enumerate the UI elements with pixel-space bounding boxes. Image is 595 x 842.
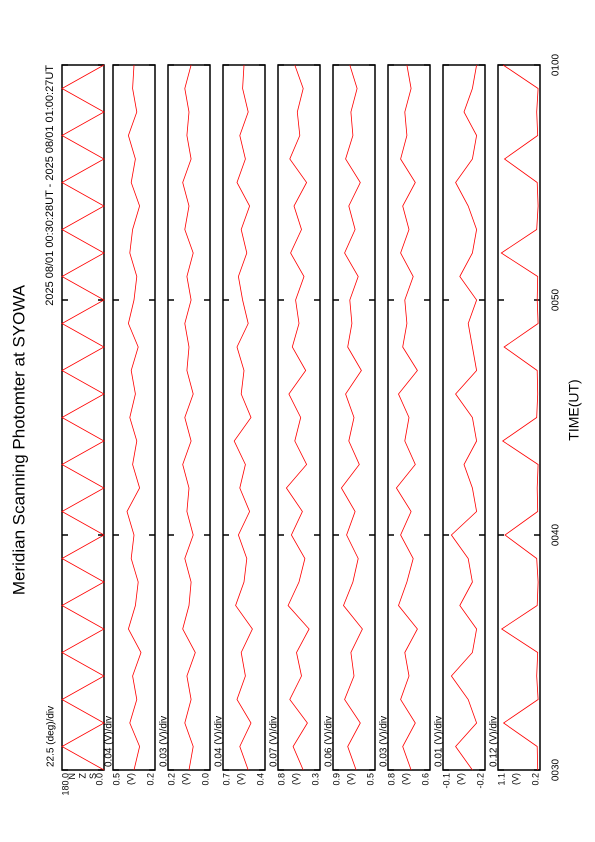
y-tick-label: 0.8 bbox=[276, 773, 286, 786]
panel-frame bbox=[277, 64, 321, 771]
y-tick-label: -0.1 bbox=[441, 773, 451, 789]
scale-label: 0.04 (V)/div bbox=[104, 716, 115, 767]
x-tick-label: 0050 bbox=[551, 288, 562, 311]
y-tick-label: 0.0 bbox=[94, 773, 104, 786]
data-line bbox=[340, 64, 363, 771]
x-tick-label: 0040 bbox=[551, 523, 562, 546]
y-tick-label: 0.4 bbox=[255, 773, 265, 786]
panel-frame bbox=[222, 64, 266, 771]
y-tick-label: 180.0 bbox=[60, 773, 70, 796]
side-label: (V) bbox=[455, 773, 465, 785]
side-label: (V) bbox=[400, 773, 410, 785]
data-line bbox=[395, 64, 418, 771]
y-tick-label: 0.2 bbox=[530, 773, 540, 786]
scale-label: 0.07 (V)/div bbox=[269, 716, 280, 767]
scale-label: 0.03 (V)/div bbox=[379, 716, 390, 767]
scale-label: 0.04 (V)/div bbox=[214, 716, 225, 767]
y-tick-label: 1.1 bbox=[496, 773, 506, 786]
scale-label: 22.5 (deg)/div bbox=[46, 706, 57, 767]
data-line bbox=[500, 64, 539, 771]
data-line bbox=[233, 64, 253, 771]
x-axis-label: TIME(UT) bbox=[566, 379, 582, 440]
scale-label: 0.12 (V)/div bbox=[489, 716, 500, 767]
data-line bbox=[61, 64, 105, 771]
y-tick-label: 0.2 bbox=[145, 773, 155, 786]
y-tick-label: 0.5 bbox=[111, 773, 121, 786]
scale-label: 0.06 (V)/div bbox=[324, 716, 335, 767]
data-line bbox=[182, 64, 196, 771]
data-line bbox=[450, 64, 478, 771]
y-tick-label: 0.6 bbox=[420, 773, 430, 786]
y-tick-label: 0.7 bbox=[221, 773, 231, 786]
subtitle: 2025 08/01 00:30:28UT - 2025 08/01 01:00… bbox=[44, 65, 56, 306]
side-label: S bbox=[88, 773, 98, 779]
y-tick-label: 0.9 bbox=[331, 773, 341, 786]
panel-frame bbox=[167, 64, 211, 771]
data-line bbox=[285, 64, 310, 771]
x-tick-label: 0030 bbox=[551, 758, 562, 781]
side-label: (V) bbox=[125, 773, 135, 785]
y-tick-label: 0.5 bbox=[365, 773, 375, 786]
panel-frame bbox=[442, 64, 486, 771]
side-label: Z bbox=[77, 773, 87, 779]
side-label: (V) bbox=[345, 773, 355, 785]
panel-frame bbox=[112, 64, 156, 771]
rotated-plot: Meridian Scanning Photomter at SYOWA 202… bbox=[9, 53, 581, 795]
side-label: (V) bbox=[180, 773, 190, 785]
y-tick-label: 0.2 bbox=[166, 773, 176, 786]
y-tick-label: 0.0 bbox=[200, 773, 210, 786]
chart-title: Meridian Scanning Photomter at SYOWA bbox=[9, 284, 28, 595]
data-line bbox=[126, 64, 142, 771]
side-label: N bbox=[67, 773, 77, 780]
panel-frame bbox=[497, 64, 541, 771]
side-label: (V) bbox=[235, 773, 245, 785]
x-tick-label: 0100 bbox=[551, 53, 562, 76]
side-label: (V) bbox=[290, 773, 300, 785]
side-label: (V) bbox=[510, 773, 520, 785]
scale-label: 0.03 (V)/div bbox=[159, 716, 170, 767]
scale-label: 0.01 (V)/div bbox=[434, 716, 445, 767]
y-tick-label: -0.2 bbox=[475, 773, 485, 789]
panel-frame bbox=[332, 64, 376, 771]
y-tick-label: 0.3 bbox=[310, 773, 320, 786]
y-tick-label: 0.8 bbox=[386, 773, 396, 786]
panel-frame bbox=[387, 64, 431, 771]
